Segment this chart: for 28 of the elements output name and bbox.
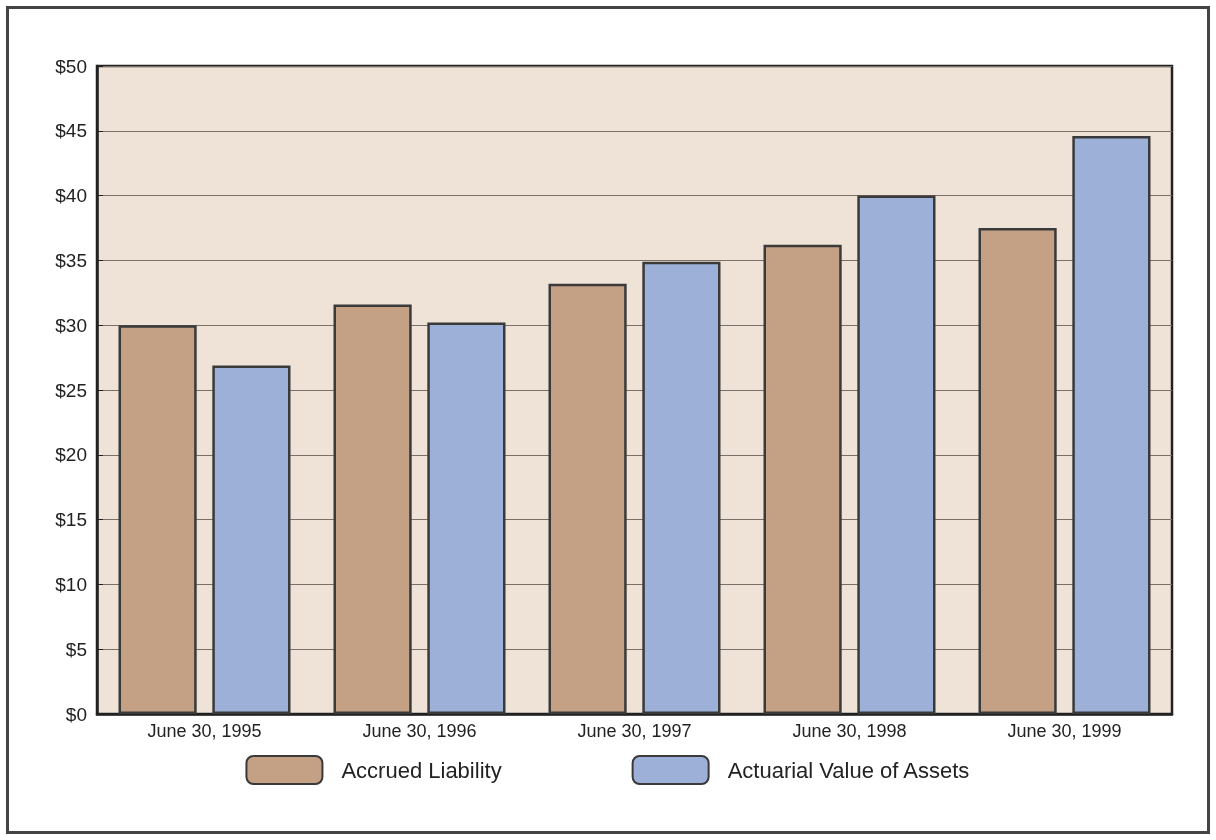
y-tick-label: $30 — [55, 314, 87, 336]
y-tick-label: $40 — [55, 185, 87, 207]
y-tick-label: $0 — [65, 703, 87, 725]
y-tick-label: $45 — [55, 120, 87, 142]
x-tick-label: June 30, 1997 — [577, 721, 692, 741]
y-tick-label: $10 — [55, 573, 87, 595]
x-tick-label: June 30, 1998 — [792, 721, 907, 741]
bar — [333, 304, 412, 714]
bar — [548, 283, 627, 714]
bar — [118, 325, 197, 714]
legend-label: Actuarial Value of Assets — [727, 757, 970, 783]
y-tick-label: $15 — [55, 509, 87, 531]
bar — [427, 322, 506, 714]
bar — [763, 244, 842, 714]
y-tick-label: $35 — [55, 249, 87, 271]
y-tick-label: $20 — [55, 444, 87, 466]
y-tick-label: $50 — [55, 55, 87, 77]
x-tick-label: June 30, 1996 — [362, 721, 477, 741]
legend-label: Accrued Liability — [341, 757, 502, 783]
x-tick-label: June 30, 1995 — [147, 721, 262, 741]
y-tick-label: $5 — [65, 638, 87, 660]
bar — [1072, 135, 1151, 714]
x-tick-label: June 30, 1999 — [1007, 721, 1122, 741]
bar — [212, 365, 291, 714]
bar — [857, 195, 936, 714]
bar — [642, 261, 721, 714]
y-tick-label: $25 — [55, 379, 87, 401]
bar — [978, 228, 1057, 714]
